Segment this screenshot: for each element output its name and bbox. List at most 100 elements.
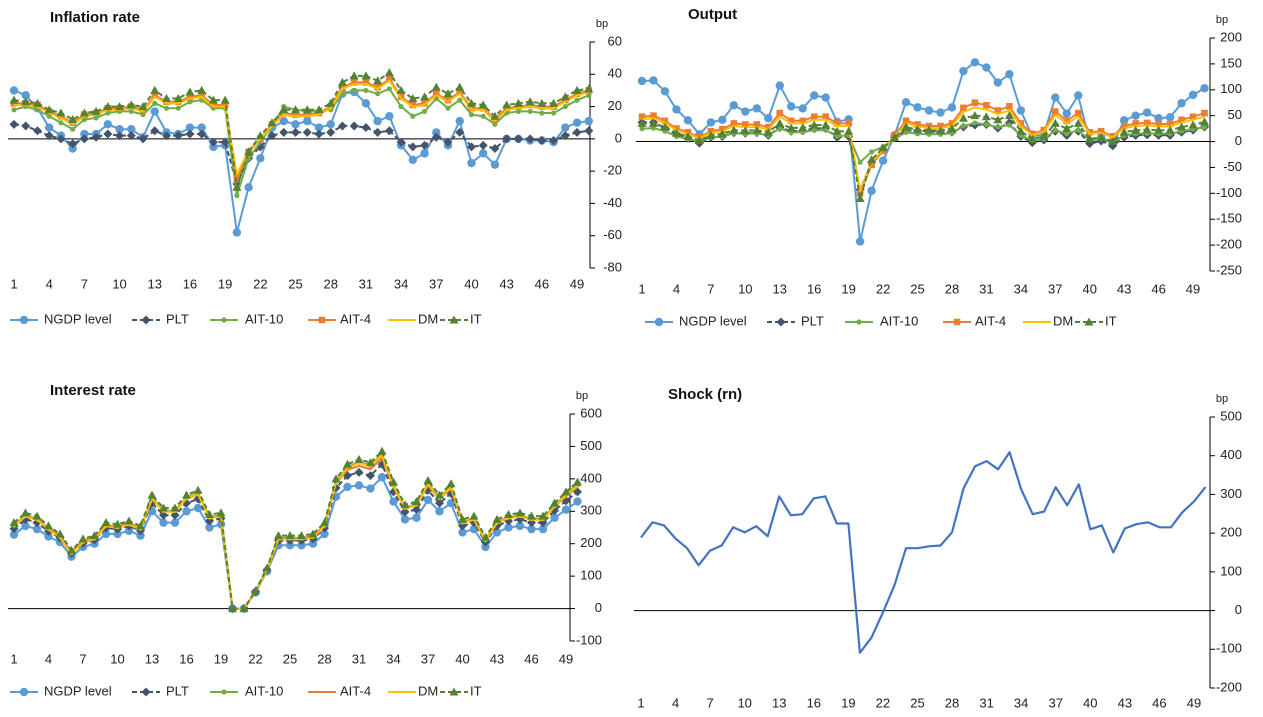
marker — [113, 519, 122, 528]
marker — [1017, 120, 1025, 127]
marker — [9, 530, 19, 539]
series-line — [13, 463, 579, 610]
marker — [128, 108, 134, 115]
marker — [115, 102, 125, 111]
legend-label: IT — [470, 311, 482, 326]
marker — [44, 123, 54, 132]
marker — [432, 90, 440, 97]
marker — [855, 194, 865, 203]
chart: Shock (rn) bp -200 -100 0 100 200 300 400 500 1 4 7 1… — [634, 386, 1242, 710]
marker — [729, 101, 739, 110]
marker — [1132, 120, 1139, 127]
marker — [1062, 109, 1071, 118]
y-tick-label: 500 — [580, 438, 602, 453]
x-tick-label: 49 — [559, 651, 573, 666]
x-tick-label: 37 — [1048, 695, 1062, 710]
axis-unit: bp — [1216, 393, 1228, 405]
marker — [182, 507, 191, 516]
marker — [903, 129, 909, 135]
marker — [1177, 99, 1186, 108]
marker — [228, 604, 237, 613]
marker — [457, 97, 463, 103]
legend-label: AIT-4 — [340, 311, 371, 326]
marker — [396, 85, 406, 94]
marker — [572, 118, 582, 127]
x-tick-label: 16 — [179, 651, 193, 666]
marker — [717, 129, 727, 138]
y-tick-label: -250 — [1216, 262, 1242, 277]
marker — [1039, 131, 1049, 140]
marker — [420, 92, 430, 101]
marker — [1119, 116, 1129, 125]
marker — [821, 120, 831, 129]
marker — [70, 126, 76, 132]
marker — [856, 319, 862, 325]
marker — [151, 91, 159, 99]
x-tick-label: 7 — [81, 276, 88, 291]
x-tick-label: 46 — [1152, 695, 1166, 710]
marker — [400, 515, 410, 524]
marker — [584, 126, 594, 136]
marker — [138, 134, 148, 144]
marker — [326, 120, 335, 129]
marker — [455, 116, 464, 126]
marker — [173, 131, 183, 141]
marker — [1016, 106, 1026, 115]
marker — [412, 497, 421, 506]
marker — [1188, 120, 1198, 129]
marker — [776, 109, 784, 117]
marker — [19, 315, 29, 325]
marker — [867, 186, 876, 195]
x-tick-label: 13 — [148, 276, 162, 291]
marker — [337, 121, 347, 131]
y-tick-label: -100 — [1216, 185, 1242, 200]
marker — [1074, 109, 1082, 117]
marker — [150, 107, 159, 116]
marker — [1063, 117, 1071, 125]
marker — [1075, 127, 1081, 133]
marker — [867, 155, 877, 164]
marker — [539, 110, 545, 116]
x-tick-label: 13 — [773, 281, 787, 296]
marker — [285, 541, 295, 550]
marker — [775, 81, 784, 90]
marker — [303, 116, 312, 126]
marker — [193, 485, 203, 494]
marker — [410, 113, 416, 119]
marker — [337, 77, 347, 86]
marker — [469, 511, 479, 520]
marker — [103, 129, 113, 139]
marker — [560, 131, 570, 141]
y-tick-label: 0 — [1235, 133, 1242, 148]
y-tick-label: 20 — [608, 98, 622, 113]
marker — [185, 129, 195, 139]
series-line — [641, 106, 1205, 192]
marker — [1073, 118, 1083, 127]
marker — [515, 521, 525, 531]
marker — [844, 126, 854, 135]
marker — [538, 511, 548, 520]
marker — [810, 113, 818, 121]
marker — [127, 124, 136, 134]
marker — [185, 123, 195, 132]
x-tick-label: 31 — [979, 695, 993, 710]
marker — [1143, 119, 1151, 127]
marker — [993, 78, 1003, 87]
marker — [103, 102, 113, 111]
marker — [170, 518, 180, 527]
marker — [742, 121, 749, 128]
marker — [173, 94, 183, 102]
x-tick-label: 25 — [910, 281, 924, 296]
marker — [297, 531, 306, 540]
x-tick-label: 7 — [707, 281, 714, 296]
marker — [78, 534, 88, 543]
chart: Output bp -250 -200 -150 -100 -50 0 50 100 150 200 1… — [636, 6, 1242, 328]
y-tick-label: -50 — [1223, 159, 1242, 174]
legend-label: AIT-4 — [975, 313, 1006, 328]
marker — [902, 117, 910, 125]
marker — [960, 104, 967, 112]
marker — [504, 510, 513, 519]
marker — [412, 513, 421, 522]
marker — [375, 91, 381, 97]
marker — [637, 118, 647, 127]
